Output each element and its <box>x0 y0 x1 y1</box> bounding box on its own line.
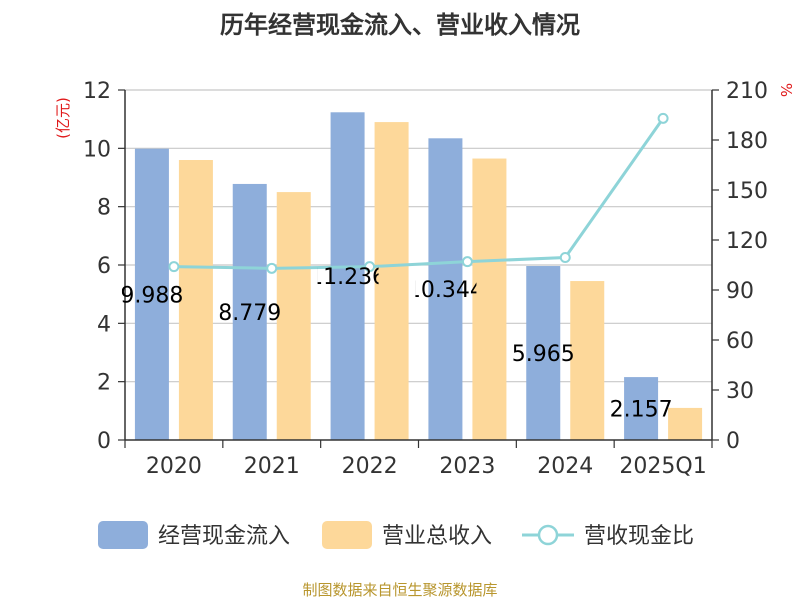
x-tick-label: 2024 <box>537 454 593 479</box>
bar-cash-inflow <box>134 148 169 440</box>
bar-revenue <box>374 122 409 440</box>
data-label-cash-inflow: 10.344 <box>407 278 484 303</box>
x-tick-label: 2023 <box>439 454 495 479</box>
right-tick-label: 90 <box>726 279 754 304</box>
bar-revenue <box>570 281 605 440</box>
data-labels: 9.988 8.779 11.236 10.344 5.965 2.157 <box>120 265 673 423</box>
ratio-line <box>168 112 669 274</box>
legend-label-revenue: 营业总收入 <box>382 524 492 549</box>
bar-cash-inflow <box>330 112 365 441</box>
left-tick-label: 0 <box>97 429 111 454</box>
left-tick-label: 4 <box>97 312 111 337</box>
legend-swatch-revenue <box>322 521 372 549</box>
ratio-point <box>266 262 278 274</box>
data-label-cash-inflow: 11.236 <box>309 265 386 290</box>
source-note: 制图数据来自恒生聚源数据库 <box>302 581 497 599</box>
left-tick-label: 12 <box>83 79 111 104</box>
ratio-point <box>364 261 376 273</box>
right-tick-label: 60 <box>726 329 754 354</box>
legend-item-cash-inflow[interactable]: 经营现金流入 <box>98 521 290 549</box>
legend-swatch-cash-inflow <box>98 521 148 549</box>
left-tick-label: 6 <box>97 254 111 279</box>
right-axis-unit: % <box>777 83 795 97</box>
data-label-cash-inflow: 8.779 <box>218 301 281 326</box>
legend-label-ratio: 营收现金比 <box>584 524 694 549</box>
data-label-cash-inflow: 2.157 <box>610 398 673 423</box>
left-tick-label: 8 <box>97 196 111 221</box>
bar-revenue <box>276 192 311 440</box>
right-tick-label: 150 <box>726 179 768 204</box>
bar-cash-inflow <box>428 138 463 441</box>
bar-cash-inflow <box>624 377 659 440</box>
legend-marker-ratio <box>537 524 559 546</box>
gridlines <box>125 89 712 383</box>
chart-title: 历年经营现金流入、营业收入情况 <box>220 11 580 39</box>
bar-cash-inflow <box>526 266 561 440</box>
right-tick-label: 120 <box>726 229 768 254</box>
x-tick-label: 2020 <box>146 454 202 479</box>
ratio-point <box>461 256 473 268</box>
ratio-polyline <box>173 117 665 270</box>
right-tick-label: 30 <box>726 379 754 404</box>
legend-item-revenue[interactable]: 营业总收入 <box>322 521 492 549</box>
data-label-cash-inflow: 9.988 <box>120 283 183 308</box>
ratio-point <box>168 261 180 273</box>
bars <box>134 112 703 441</box>
left-tick-label: 2 <box>97 371 111 396</box>
bar-revenue <box>178 160 213 440</box>
legend-item-ratio[interactable]: 营收现金比 <box>522 524 694 549</box>
bar-cash-inflow <box>232 183 267 440</box>
right-tick-label: 180 <box>726 129 768 154</box>
legend: 经营现金流入 营业总收入 营收现金比 <box>98 521 694 549</box>
ratio-point <box>657 112 669 124</box>
left-tick-label: 10 <box>83 137 111 162</box>
ratio-point <box>559 252 571 263</box>
x-tick-label: 2025Q1 <box>619 454 706 479</box>
bar-revenue <box>472 158 507 440</box>
legend-label-cash-inflow: 经营现金流入 <box>158 524 290 549</box>
right-tick-label: 210 <box>726 79 768 104</box>
right-tick-label: 0 <box>726 429 740 454</box>
left-axis-unit: (亿元) <box>54 97 72 139</box>
x-tick-label: 2021 <box>244 454 300 479</box>
bar-revenue <box>668 407 703 440</box>
data-label-cash-inflow: 5.965 <box>512 342 575 367</box>
x-tick-label: 2022 <box>342 454 398 479</box>
